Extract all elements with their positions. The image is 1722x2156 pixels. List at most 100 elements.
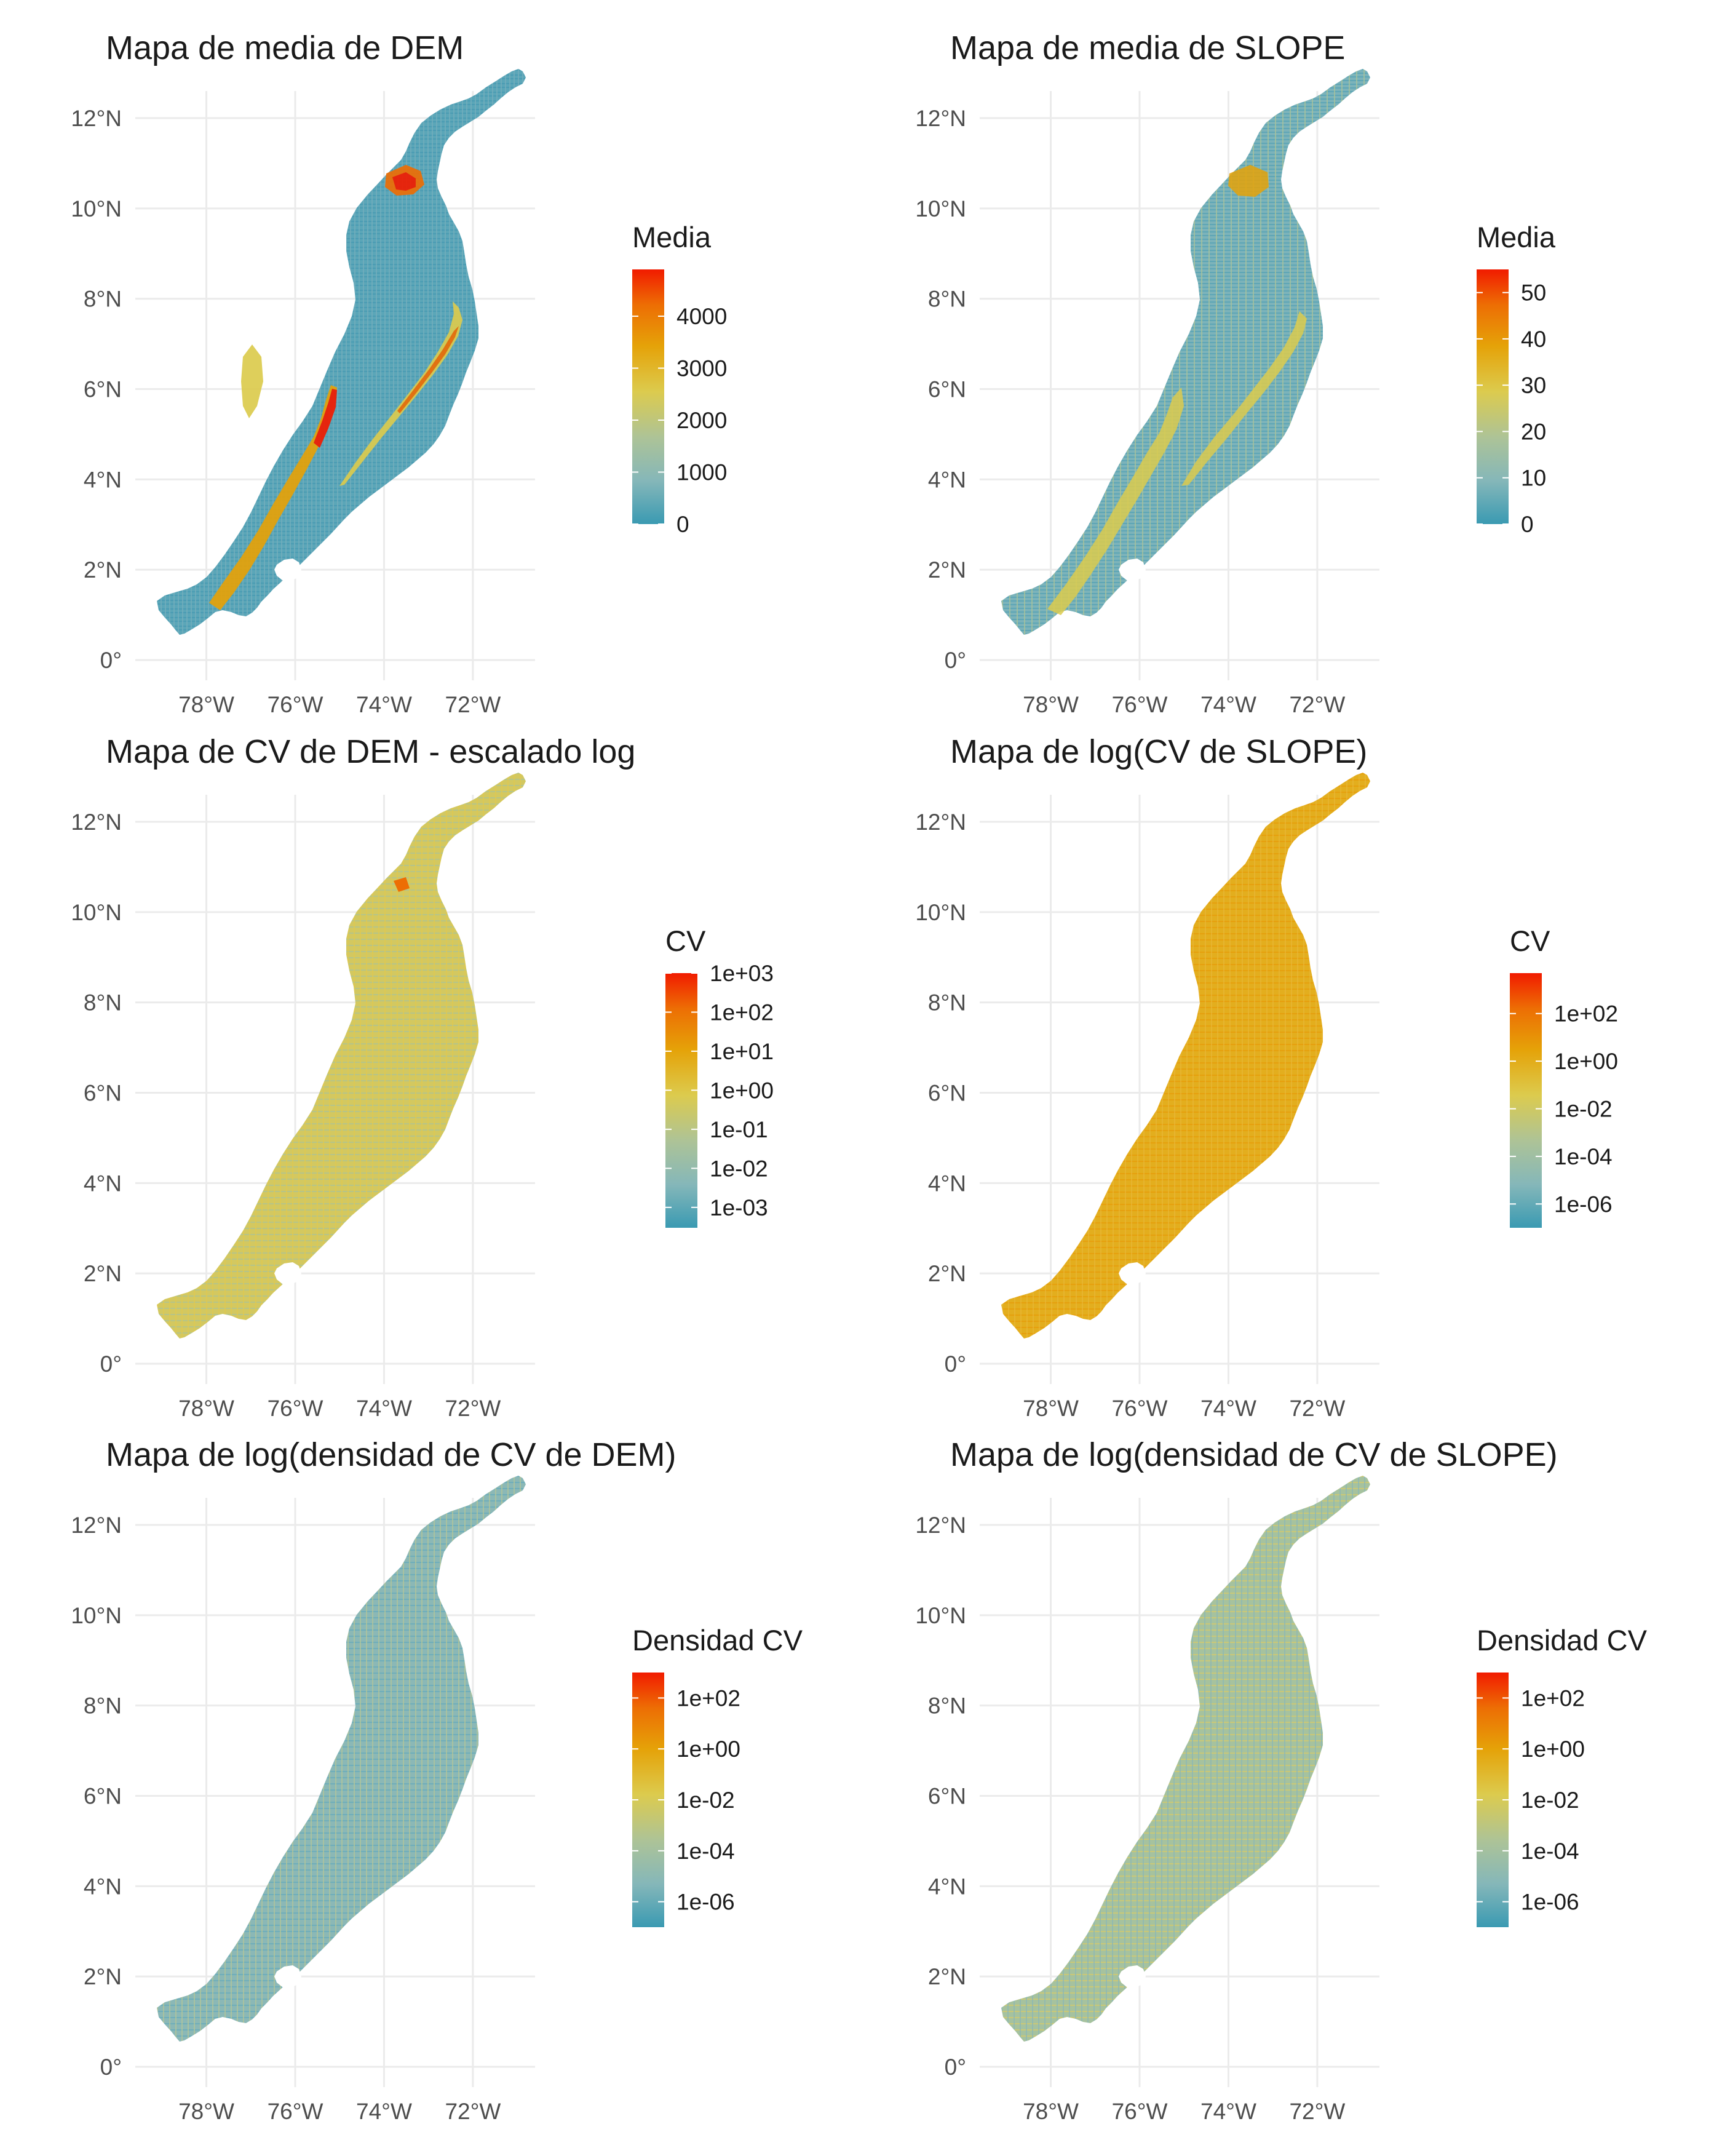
x-tick-label: 76°W <box>1112 692 1168 717</box>
legend-label: 1000 <box>676 460 727 485</box>
y-tick-label: 2°N <box>928 1964 966 1989</box>
y-tick-label: 4°N <box>84 1171 122 1196</box>
x-tick-label: 76°W <box>1112 2099 1168 2124</box>
raster-region <box>157 773 526 1339</box>
x-tick-label: 78°W <box>1023 692 1079 717</box>
x-tick-label: 74°W <box>1200 1396 1256 1421</box>
y-tick-label: 12°N <box>915 1513 966 1538</box>
map-title: Mapa de log(densidad de CV de SLOPE) <box>950 1436 1558 1473</box>
map-title: Mapa de CV de DEM - escalado log <box>106 733 635 770</box>
legend-label: 1e-01 <box>710 1117 768 1142</box>
x-tick-label: 78°W <box>178 2099 234 2124</box>
legend-label: 30 <box>1521 373 1546 398</box>
cv-hotspot <box>394 877 410 892</box>
legend-label: 1e+00 <box>1521 1736 1585 1762</box>
y-tick-label: 2°N <box>84 1261 122 1286</box>
map-panel-4: Mapa de log(CV de SLOPE) 12°N 10°N 8°N 6°N 4°… <box>915 733 1618 1421</box>
legend-label: 1e-06 <box>1554 1191 1613 1217</box>
y-tick-label: 8°N <box>84 1693 122 1719</box>
legend-colorbar <box>632 269 664 524</box>
legend-label: 1e+02 <box>710 1000 774 1025</box>
x-tick-label: 74°W <box>1200 2099 1256 2124</box>
legend-label: 1e+03 <box>710 961 774 986</box>
raster-region <box>1001 69 1370 635</box>
legend-label: 1e-03 <box>710 1195 768 1220</box>
y-tick-label: 8°N <box>928 1693 966 1719</box>
legend-label: 1e-02 <box>1554 1097 1613 1122</box>
y-tick-label: 8°N <box>84 990 122 1016</box>
x-tick-label: 74°W <box>356 2099 412 2124</box>
y-tick-label: 10°N <box>915 1603 966 1628</box>
legend-title: Media <box>1477 221 1556 253</box>
legend: Media 4000 3000 2000 1000 0 <box>632 221 727 537</box>
y-tick-label: 4°N <box>928 467 966 492</box>
legend-title: Densidad CV <box>1477 1624 1648 1657</box>
y-tick-label: 10°N <box>71 900 122 925</box>
x-tick-label: 72°W <box>445 692 501 717</box>
y-tick-label: 12°N <box>915 809 966 835</box>
legend-label: 1e+02 <box>676 1685 740 1711</box>
x-tick-label: 74°W <box>1200 692 1256 717</box>
y-tick-label: 4°N <box>928 1171 966 1196</box>
legend-label: 50 <box>1521 280 1546 306</box>
legend-colorbar <box>1477 269 1509 524</box>
legend-label: 1e+00 <box>710 1078 774 1103</box>
y-tick-label: 0° <box>945 2055 966 2080</box>
legend-label: 0 <box>676 512 689 537</box>
map-panel-3: Mapa de CV de DEM - escalado log 12°N 10°N… <box>71 733 774 1421</box>
legend-label: 1e-06 <box>676 1890 735 1915</box>
y-tick-label: 6°N <box>84 1784 122 1809</box>
map-panel-6: Mapa de log(densidad de CV de SLOPE) 12°N… <box>915 1436 1647 2124</box>
y-tick-label: 6°N <box>84 1081 122 1106</box>
legend-colorbar <box>665 973 697 1228</box>
legend-label: 1e-02 <box>710 1156 768 1181</box>
y-tick-label: 4°N <box>928 1874 966 1899</box>
legend-label: 40 <box>1521 327 1546 352</box>
x-tick-label: 78°W <box>178 1396 234 1421</box>
raster-region <box>1001 1476 1370 2042</box>
y-tick-label: 0° <box>100 648 122 673</box>
map-panel-1: Mapa de media de DEM 12°N 10°N 8°N 6°N 4°N 2°N… <box>71 30 727 717</box>
y-tick-label: 6°N <box>928 377 966 402</box>
legend-label: 0 <box>1521 512 1534 537</box>
y-tick-label: 12°N <box>915 106 966 131</box>
x-tick-label: 76°W <box>268 692 323 717</box>
legend-label: 2000 <box>676 408 727 433</box>
y-tick-label: 0° <box>100 1351 122 1377</box>
legend: Densidad CV 1e+02 1e+00 1e-02 1e-04 1e-06 <box>632 1624 803 1927</box>
y-tick-label: 10°N <box>915 900 966 925</box>
y-tick-label: 4°N <box>84 467 122 492</box>
legend-label: 10 <box>1521 466 1546 491</box>
y-tick-label: 6°N <box>84 377 122 402</box>
x-tick-label: 72°W <box>445 1396 501 1421</box>
x-tick-label: 74°W <box>356 692 412 717</box>
map-title: Mapa de log(densidad de CV de DEM) <box>106 1436 676 1473</box>
steep-overlay <box>1047 165 1307 615</box>
raster-region <box>157 1476 526 2042</box>
x-tick-label: 74°W <box>356 1396 412 1421</box>
legend-label: 1e-02 <box>1521 1788 1579 1813</box>
map-title: Mapa de media de SLOPE <box>950 30 1345 66</box>
y-tick-label: 8°N <box>84 287 122 312</box>
y-tick-label: 4°N <box>84 1874 122 1899</box>
y-tick-label: 0° <box>945 648 966 673</box>
legend-label: 1e-02 <box>676 1788 735 1813</box>
legend: Densidad CV 1e+02 1e+00 1e-02 1e-04 1e-06 <box>1477 1624 1648 1927</box>
legend-label: 3000 <box>676 356 727 381</box>
raster-region <box>1001 773 1370 1339</box>
legend-title: Densidad CV <box>632 1624 803 1657</box>
map-panel-5: Mapa de log(densidad de CV de DEM) 12°N 10… <box>71 1436 803 2124</box>
y-tick-label: 10°N <box>915 196 966 221</box>
y-tick-label: 12°N <box>71 106 122 131</box>
x-tick-label: 78°W <box>178 692 234 717</box>
y-tick-label: 0° <box>945 1351 966 1377</box>
y-tick-label: 6°N <box>928 1784 966 1809</box>
legend-label: 1e-04 <box>676 1839 735 1864</box>
y-tick-label: 2°N <box>84 557 122 583</box>
legend-title: CV <box>1510 925 1550 957</box>
legend-title: Media <box>632 221 712 253</box>
y-tick-label: 2°N <box>84 1964 122 1989</box>
raster-region <box>157 69 526 635</box>
